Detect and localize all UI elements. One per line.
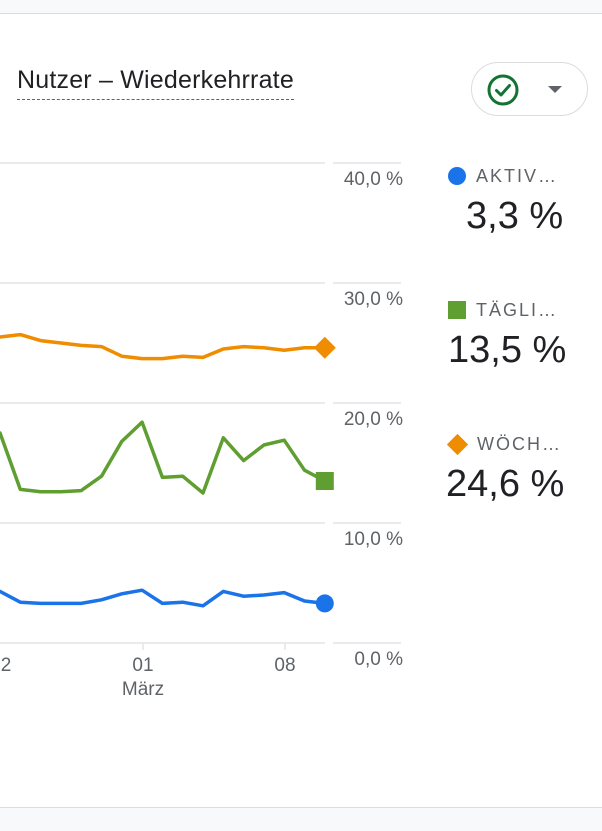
x-axis-label: 2 bbox=[0, 655, 12, 676]
chart-card bbox=[0, 13, 602, 808]
y-axis-label: 40,0 % bbox=[343, 169, 403, 190]
status-dropdown-button[interactable] bbox=[471, 62, 588, 116]
x-axis-month-label: März bbox=[121, 679, 165, 700]
legend-label: TÄGLI… bbox=[476, 299, 559, 320]
series-line-circle[interactable] bbox=[0, 588, 327, 608]
x-axis-label: 08 bbox=[274, 655, 296, 676]
diamond-marker-icon bbox=[446, 433, 469, 455]
circle-endpoint-marker[interactable] bbox=[315, 594, 334, 613]
y-axis-label: 20,0 % bbox=[343, 409, 403, 430]
legend-label: WÖCH… bbox=[477, 433, 562, 454]
y-axis-label: 30,0 % bbox=[343, 289, 403, 310]
legend-item-aktiv[interactable]: AKTIV… 3,3 % bbox=[448, 164, 563, 238]
legend-value: 13,5 % bbox=[448, 329, 567, 371]
series-line-diamond[interactable] bbox=[0, 332, 327, 361]
legend-label: AKTIV… bbox=[476, 165, 559, 186]
card-title[interactable]: Nutzer – Wiederkehrrate bbox=[17, 65, 294, 100]
square-marker-icon bbox=[448, 301, 466, 319]
series-line-square[interactable] bbox=[0, 420, 327, 495]
x-axis-label: 01 bbox=[132, 655, 154, 676]
legend-item-woech[interactable]: WÖCH… 24,6 % bbox=[446, 432, 565, 506]
diamond-endpoint-marker[interactable] bbox=[313, 336, 336, 359]
y-axis-label: 0,0 % bbox=[354, 649, 403, 670]
legend-value: 3,3 % bbox=[466, 195, 564, 237]
check-circle-icon bbox=[487, 74, 519, 106]
legend-value: 24,6 % bbox=[446, 463, 565, 505]
circle-marker-icon bbox=[448, 167, 466, 185]
legend-item-taegli[interactable]: TÄGLI… 13,5 % bbox=[448, 298, 566, 372]
caret-down-icon bbox=[548, 86, 562, 93]
square-endpoint-marker[interactable] bbox=[315, 472, 334, 490]
y-axis-label: 10,0 % bbox=[343, 529, 403, 550]
